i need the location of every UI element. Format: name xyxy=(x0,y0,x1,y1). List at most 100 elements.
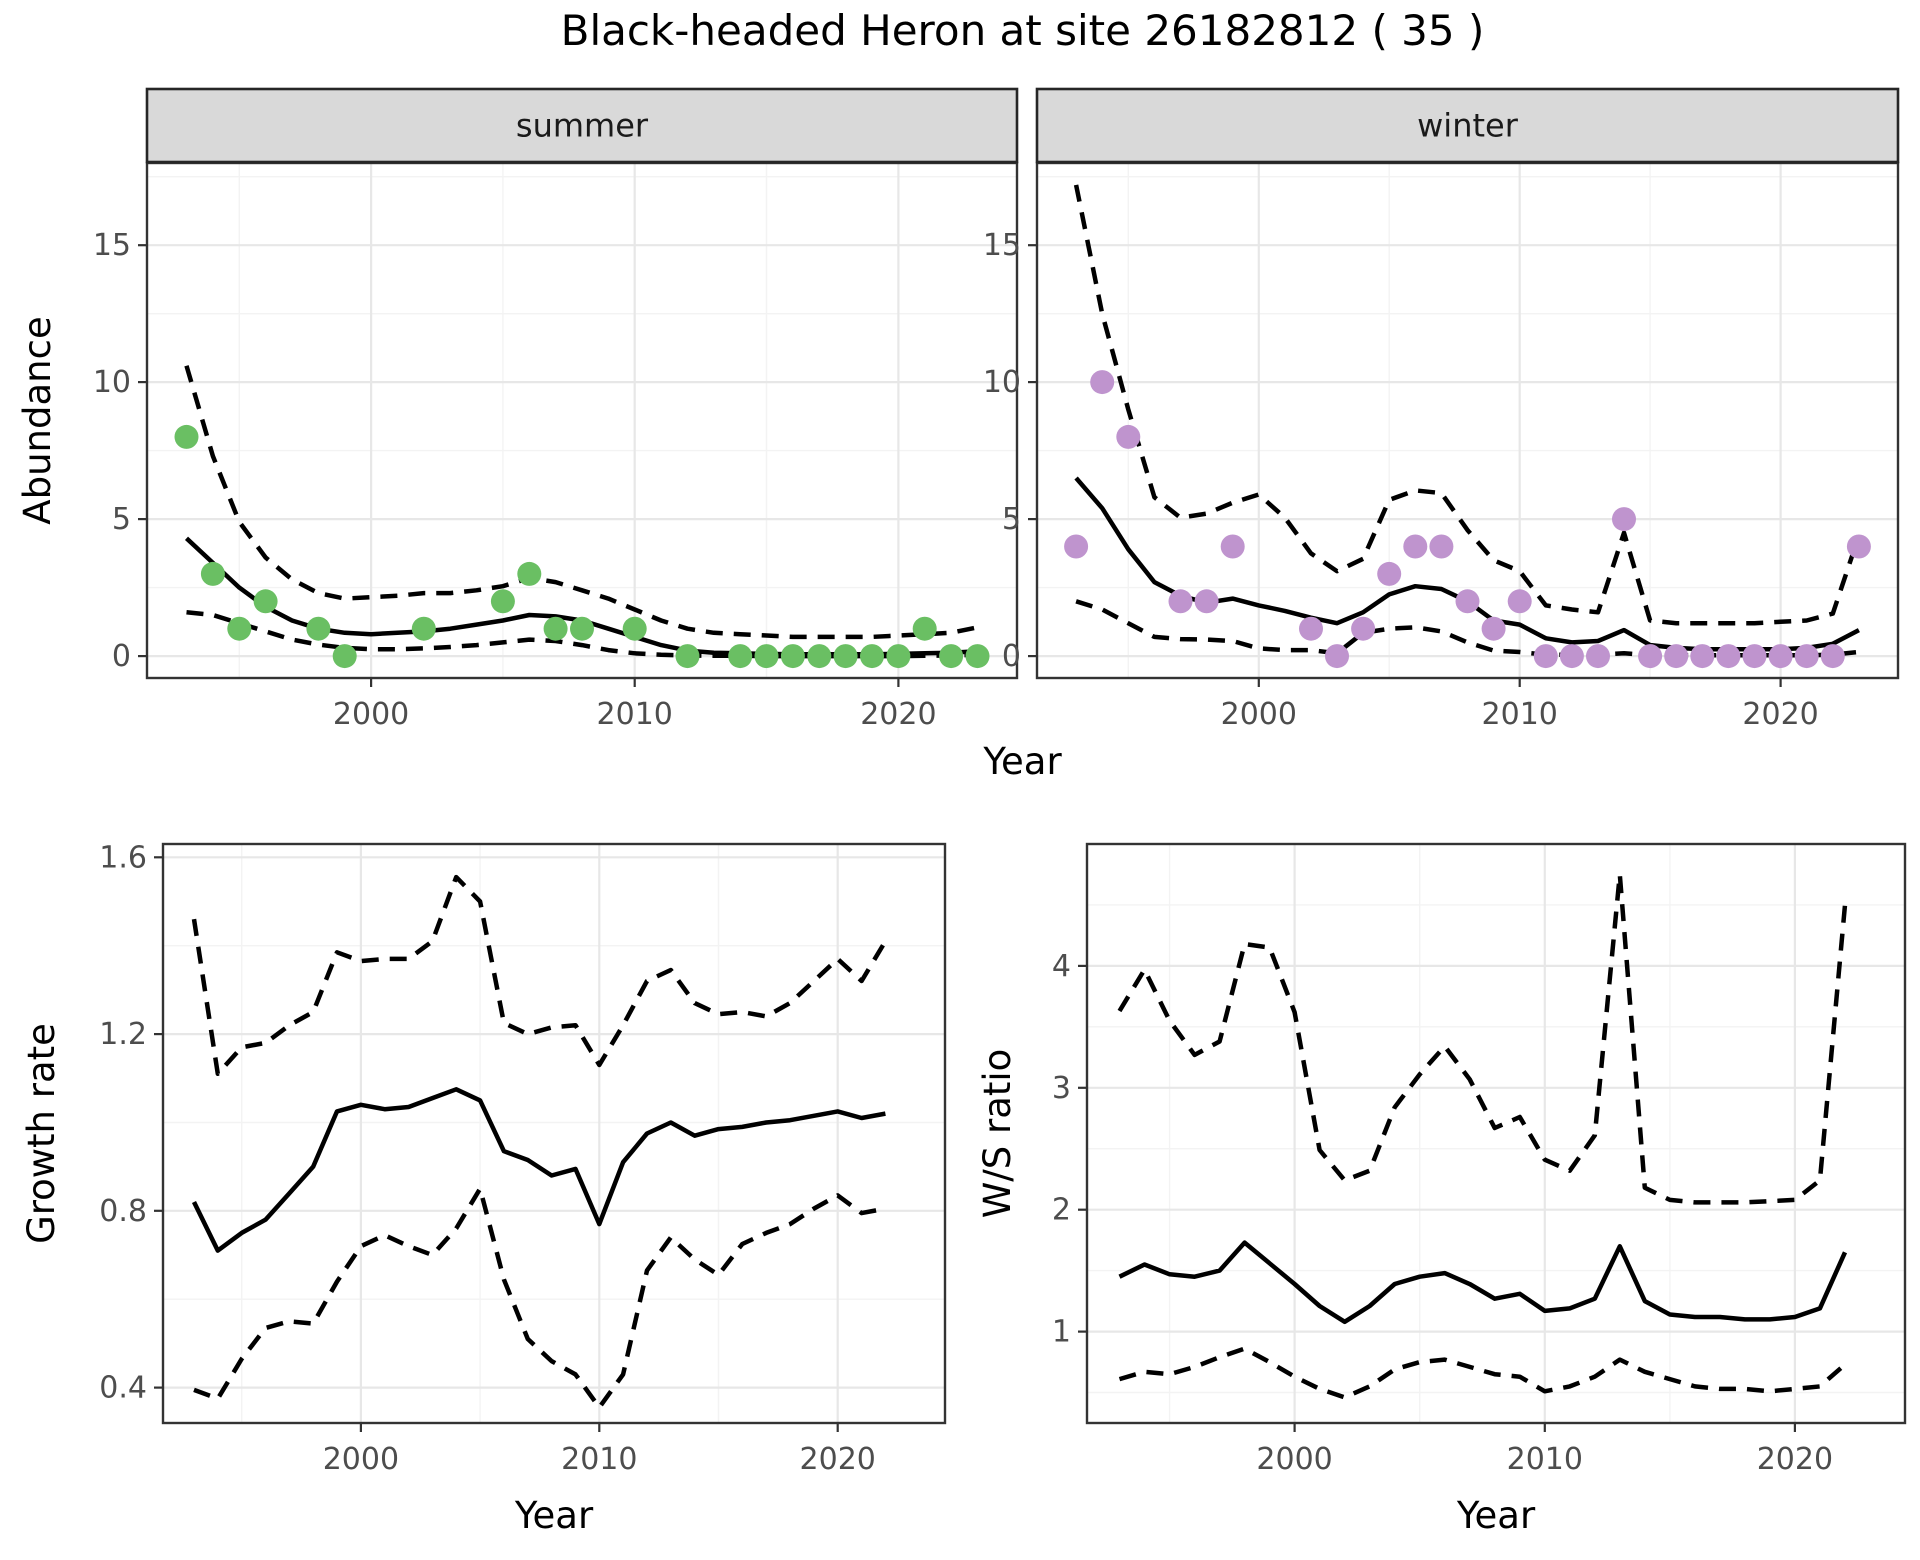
data-point xyxy=(1794,644,1819,669)
gridlines-minor xyxy=(1037,163,1898,678)
axis-ticks xyxy=(138,244,900,687)
y-tick-label: 4 xyxy=(1052,949,1071,984)
data-point xyxy=(912,616,937,641)
data-point xyxy=(1742,644,1767,669)
data-point xyxy=(1194,589,1219,614)
ws-ratio-lower-ci-line xyxy=(1118,1346,1847,1400)
data-point xyxy=(1403,534,1428,559)
data-point xyxy=(939,644,964,669)
data-point xyxy=(1586,644,1610,669)
x-tick-label: 2020 xyxy=(860,697,936,732)
data-point xyxy=(1690,644,1715,669)
data-point xyxy=(965,644,990,669)
ws-ratio-model-fit-line xyxy=(1118,1240,1848,1325)
data-point xyxy=(1846,534,1871,559)
data-point xyxy=(517,561,542,586)
data-point xyxy=(675,644,700,669)
panel-ws-ratio: 2000 2010 2020 1 2 3 4 W/S ratio Year xyxy=(976,842,1907,1537)
panel-abundance-summer: 2000 2010 2020 0 5 10 15 summer Abundance xyxy=(16,87,1019,732)
data-point xyxy=(886,644,911,669)
data-point xyxy=(1481,616,1506,641)
data-point xyxy=(490,589,515,614)
data-point xyxy=(306,616,331,641)
data-point xyxy=(754,644,779,669)
data-point xyxy=(1325,644,1349,669)
data-point xyxy=(1768,644,1793,669)
x-axis-title: Year xyxy=(514,1494,594,1537)
panel-border xyxy=(1085,842,1907,1425)
x-tick-label: 2010 xyxy=(597,697,673,732)
y-tick-label: 15 xyxy=(983,228,1021,263)
growth-rate-model-fit-line xyxy=(191,1087,886,1253)
gridlines-minor xyxy=(163,844,945,1423)
axis-ticks xyxy=(1078,964,1797,1432)
facet-strip-summer xyxy=(145,87,1019,164)
y-tick-label: 3 xyxy=(1052,1071,1071,1106)
data-point xyxy=(780,644,805,669)
y-axis-title: Abundance xyxy=(16,316,59,524)
x-tick-label: 2000 xyxy=(1256,1442,1332,1477)
x-axis-title: Year xyxy=(1456,1494,1536,1537)
gridlines-major xyxy=(1087,844,1905,1423)
top-row-x-axis-title: Year xyxy=(982,740,1062,783)
y-tick-label: 0 xyxy=(1002,639,1021,674)
facet-strip-winter xyxy=(1035,87,1900,164)
data-point xyxy=(1612,507,1636,532)
data-point xyxy=(1429,534,1454,559)
x-tick-label: 2000 xyxy=(323,1442,399,1477)
abundance-winter-upper-ci-line xyxy=(1073,184,1862,626)
data-point xyxy=(1064,534,1089,559)
data-point xyxy=(332,644,357,669)
y-tick-label: 1.6 xyxy=(99,840,147,875)
y-tick-label: 15 xyxy=(93,228,131,263)
data-point xyxy=(1820,644,1845,669)
data-point xyxy=(728,644,753,669)
data-point xyxy=(622,616,647,641)
abundance-summer-observed-points xyxy=(174,424,990,669)
data-point xyxy=(1455,589,1480,614)
data-point xyxy=(227,616,252,641)
x-tick-label: 2010 xyxy=(561,1442,637,1477)
axis-ticks xyxy=(154,856,839,1432)
y-axis-title: Growth rate xyxy=(20,1023,63,1244)
data-point xyxy=(1559,644,1584,669)
facet-strip-label: summer xyxy=(516,107,649,145)
data-point xyxy=(1638,644,1663,669)
axis-tick-labels: 2000 2010 2020 0.4 0.8 1.2 1.6 xyxy=(99,840,876,1477)
facet-strip-label: winter xyxy=(1417,107,1519,145)
x-tick-label: 2020 xyxy=(1757,1442,1833,1477)
y-tick-label: 5 xyxy=(112,502,131,537)
data-point xyxy=(833,644,858,669)
panel-background xyxy=(163,844,945,1423)
abundance-winter-observed-points xyxy=(1064,370,1871,669)
axis-tick-labels: 2000 2010 2020 0 5 10 15 xyxy=(983,228,1819,732)
y-axis-title: W/S ratio xyxy=(976,1049,1019,1219)
data-point xyxy=(1351,616,1376,641)
data-point xyxy=(1533,644,1558,669)
data-point xyxy=(1116,424,1141,449)
data-point xyxy=(253,589,278,614)
axis-tick-labels: 2000 2010 2020 1 2 3 4 xyxy=(1052,949,1833,1477)
axis-tick-labels: 2000 2010 2020 0 5 10 15 xyxy=(93,228,937,732)
ws-ratio-upper-ci-line xyxy=(1117,872,1848,1205)
x-tick-label: 2010 xyxy=(1507,1442,1583,1477)
data-point xyxy=(1664,644,1689,669)
panel-growth-rate: 2000 2010 2020 0.4 0.8 1.2 1.6 Growth rate Year xyxy=(20,840,947,1537)
gridlines-major xyxy=(147,163,1017,678)
growth-rate-upper-ci-line xyxy=(191,874,888,1077)
y-tick-label: 1 xyxy=(1052,1315,1071,1350)
panel-background xyxy=(1087,844,1905,1423)
panel-abundance-winter: 2000 2010 2020 0 5 10 15 winter xyxy=(983,87,1900,732)
abundance-summer-upper-ci-line xyxy=(184,365,978,640)
x-tick-label: 2000 xyxy=(333,697,409,732)
data-point xyxy=(1299,616,1323,641)
y-tick-label: 0 xyxy=(112,639,131,674)
data-point xyxy=(543,616,568,641)
data-point xyxy=(860,644,884,669)
data-point xyxy=(1507,589,1532,614)
gridlines-minor xyxy=(147,163,1017,678)
growth-rate-lower-ci-line xyxy=(193,1186,886,1410)
axis-ticks xyxy=(1028,244,1782,687)
